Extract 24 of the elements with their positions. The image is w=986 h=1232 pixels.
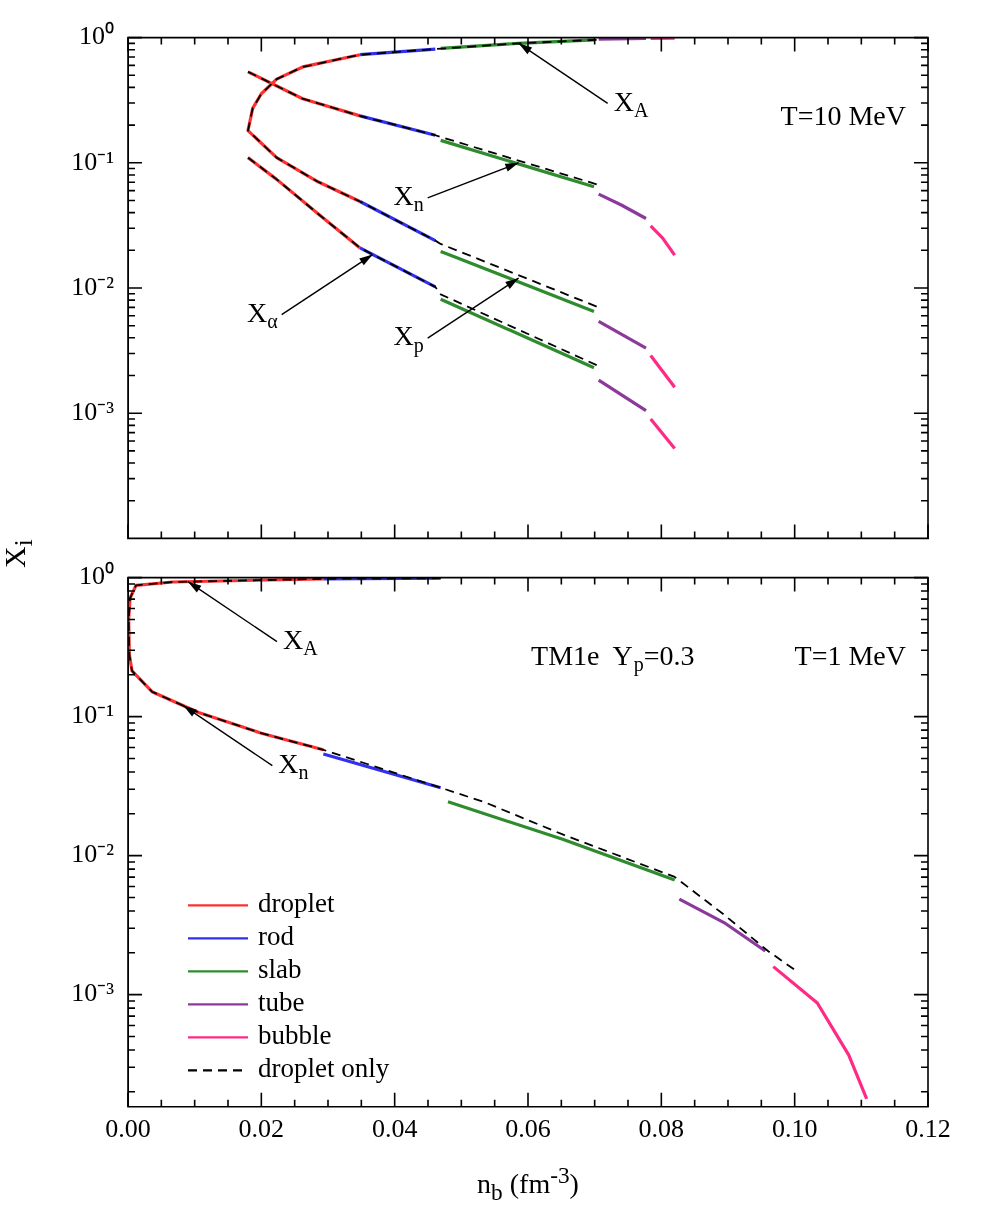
legend-label: droplet xyxy=(258,888,335,919)
y-tick-label: 10⁻¹ xyxy=(71,146,114,176)
x-tick-label: 0.06 xyxy=(505,1114,551,1144)
legend-label: droplet only xyxy=(258,1053,390,1084)
legend-label: rod xyxy=(258,921,295,952)
y-tick-label: 10⁻³ xyxy=(71,978,115,1008)
x-tick-label: 0.12 xyxy=(905,1114,951,1144)
legend-label: bubble xyxy=(258,1020,332,1051)
y-tick-label: 10⁻³ xyxy=(71,397,115,427)
x-tick-label: 0.00 xyxy=(105,1114,151,1144)
y-tick-label: 10⁰ xyxy=(79,561,114,591)
x-tick-label: 0.02 xyxy=(238,1114,285,1144)
annotation: T=1 MeV xyxy=(794,639,907,671)
x-tick-label: 0.10 xyxy=(771,1114,818,1144)
annotation: T=10 MeV xyxy=(780,99,907,131)
x-tick-label: 0.08 xyxy=(638,1114,685,1144)
x-tick-label: 0.04 xyxy=(371,1114,418,1144)
legend-label: tube xyxy=(258,987,305,1018)
legend-label: slab xyxy=(258,954,302,985)
y-tick-label: 10⁰ xyxy=(79,21,114,51)
y-tick-label: 10⁻² xyxy=(71,271,115,301)
x-axis-title: n$_{b}$ (fm$^{-3}$) xyxy=(476,1161,580,1207)
y-tick-label: 10⁻¹ xyxy=(71,700,114,730)
y-tick-label: 10⁻² xyxy=(71,839,115,869)
